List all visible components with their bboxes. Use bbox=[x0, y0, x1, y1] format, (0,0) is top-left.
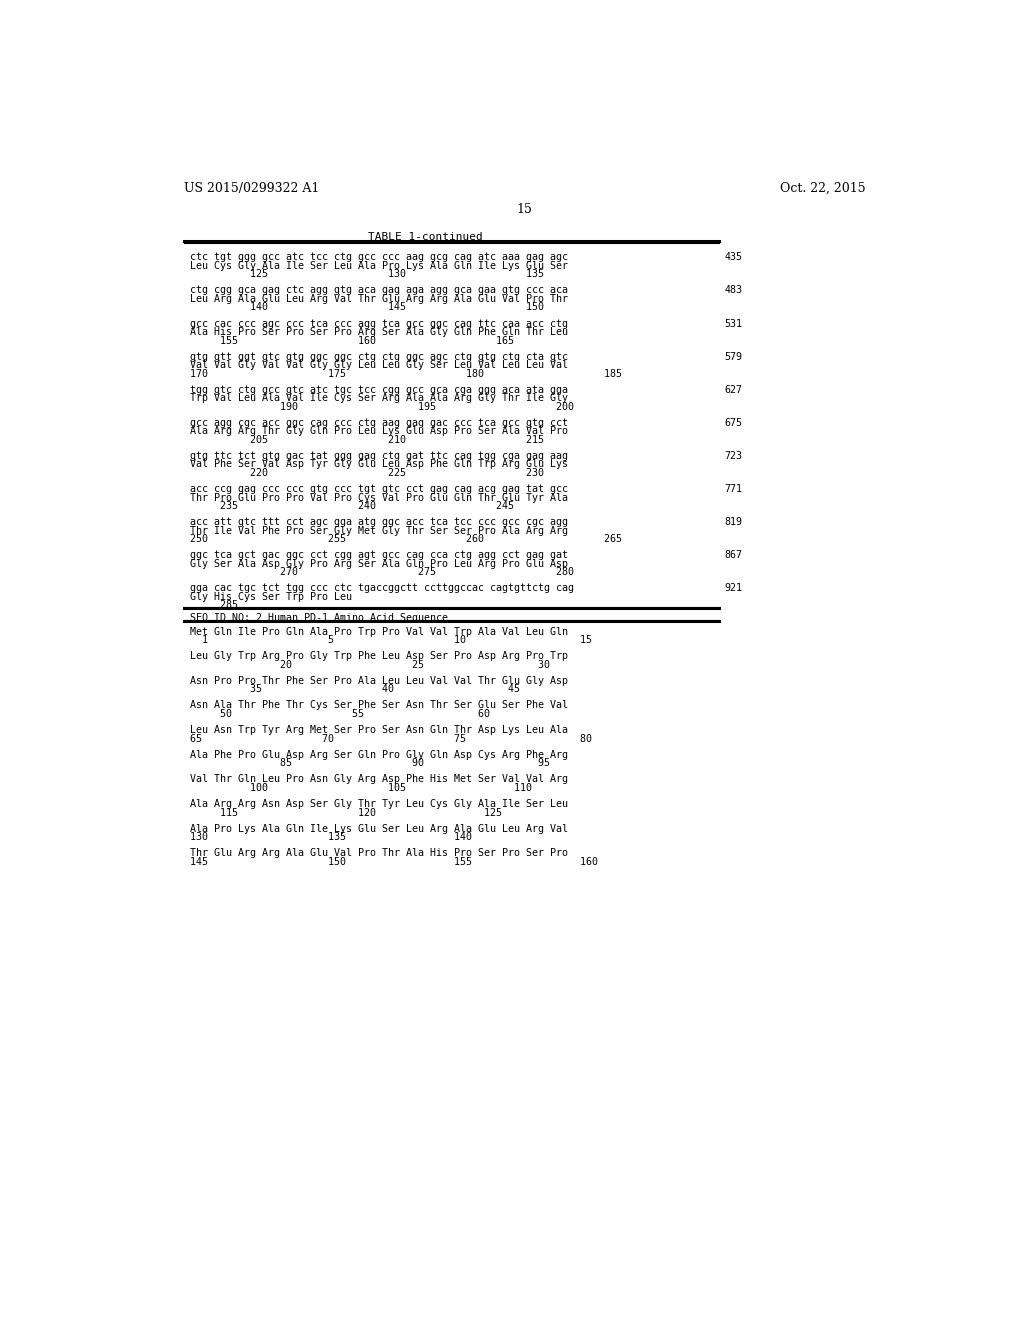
Text: Ala Arg Arg Asn Asp Ser Gly Thr Tyr Leu Cys Gly Ala Ile Ser Leu: Ala Arg Arg Asn Asp Ser Gly Thr Tyr Leu … bbox=[190, 799, 568, 809]
Text: 723: 723 bbox=[725, 451, 742, 461]
Text: gcc cac ccc agc ccc tca ccc agg tca gcc ggc cag ttc caa acc ctg: gcc cac ccc agc ccc tca ccc agg tca gcc … bbox=[190, 318, 568, 329]
Text: 1                    5                    10                   15: 1 5 10 15 bbox=[190, 635, 592, 645]
Text: Ala His Pro Ser Pro Ser Pro Arg Ser Ala Gly Gln Phe Gln Thr Leu: Ala His Pro Ser Pro Ser Pro Arg Ser Ala … bbox=[190, 327, 568, 337]
Text: 235                    240                    245: 235 240 245 bbox=[190, 502, 514, 511]
Text: 285: 285 bbox=[190, 601, 238, 610]
Text: gtg ttc tct gtg gac tat ggg gag ctg gat ttc cag tgg cga gag aag: gtg ttc tct gtg gac tat ggg gag ctg gat … bbox=[190, 451, 568, 461]
Text: Trp Val Leu Ala Val Ile Cys Ser Arg Ala Ala Arg Gly Thr Ile Gly: Trp Val Leu Ala Val Ile Cys Ser Arg Ala … bbox=[190, 393, 568, 403]
Text: tgg gtc ctg gcc gtc atc tgc tcc cgg gcc gca cga ggg aca ata gga: tgg gtc ctg gcc gtc atc tgc tcc cgg gcc … bbox=[190, 385, 568, 395]
Text: Leu Arg Ala Glu Leu Arg Val Thr Glu Arg Arg Ala Glu Val Pro Thr: Leu Arg Ala Glu Leu Arg Val Thr Glu Arg … bbox=[190, 294, 568, 304]
Text: Ala Phe Pro Glu Asp Arg Ser Gln Pro Gly Gln Asp Cys Arg Phe Arg: Ala Phe Pro Glu Asp Arg Ser Gln Pro Gly … bbox=[190, 750, 568, 760]
Text: Val Phe Ser Val Asp Tyr Gly Glu Leu Asp Phe Gln Trp Arg Glu Lys: Val Phe Ser Val Asp Tyr Gly Glu Leu Asp … bbox=[190, 459, 568, 470]
Text: 155                    160                    165: 155 160 165 bbox=[190, 335, 514, 346]
Text: Asn Ala Thr Phe Thr Cys Ser Phe Ser Asn Thr Ser Glu Ser Phe Val: Asn Ala Thr Phe Thr Cys Ser Phe Ser Asn … bbox=[190, 701, 568, 710]
Text: Val Thr Gln Leu Pro Asn Gly Arg Asp Phe His Met Ser Val Val Arg: Val Thr Gln Leu Pro Asn Gly Arg Asp Phe … bbox=[190, 775, 568, 784]
Text: 627: 627 bbox=[725, 385, 742, 395]
Text: ggc tca gct gac ggc cct cgg agt gcc cag cca ctg agg cct gag gat: ggc tca gct gac ggc cct cgg agt gcc cag … bbox=[190, 550, 568, 560]
Text: Gly His Cys Ser Trp Pro Leu: Gly His Cys Ser Trp Pro Leu bbox=[190, 591, 352, 602]
Text: Val Val Gly Val Val Gly Gly Leu Leu Gly Ser Leu Val Leu Leu Val: Val Val Gly Val Val Gly Gly Leu Leu Gly … bbox=[190, 360, 568, 370]
Text: 220                    225                    230: 220 225 230 bbox=[190, 469, 544, 478]
Text: 190                    195                    200: 190 195 200 bbox=[190, 401, 574, 412]
Text: 675: 675 bbox=[725, 418, 742, 428]
Text: 15: 15 bbox=[517, 203, 532, 216]
Text: 819: 819 bbox=[725, 517, 742, 527]
Text: Thr Ile Val Phe Pro Ser Gly Met Gly Thr Ser Ser Pro Ala Arg Arg: Thr Ile Val Phe Pro Ser Gly Met Gly Thr … bbox=[190, 525, 568, 536]
Text: US 2015/0299322 A1: US 2015/0299322 A1 bbox=[183, 182, 319, 194]
Text: 921: 921 bbox=[725, 583, 742, 594]
Text: 140                    145                    150: 140 145 150 bbox=[190, 302, 544, 313]
Text: Leu Gly Trp Arg Pro Gly Trp Phe Leu Asp Ser Pro Asp Arg Pro Trp: Leu Gly Trp Arg Pro Gly Trp Phe Leu Asp … bbox=[190, 651, 568, 661]
Text: 85                    90                   95: 85 90 95 bbox=[190, 758, 550, 768]
Text: 867: 867 bbox=[725, 550, 742, 560]
Text: Met Gln Ile Pro Gln Ala Pro Trp Pro Val Val Trp Ala Val Leu Gln: Met Gln Ile Pro Gln Ala Pro Trp Pro Val … bbox=[190, 627, 568, 636]
Text: 145                    150                  155                  160: 145 150 155 160 bbox=[190, 857, 598, 867]
Text: 270                    275                    280: 270 275 280 bbox=[190, 568, 574, 577]
Text: SEQ ID NO: 2 Human PD-1 Amino Acid Sequence: SEQ ID NO: 2 Human PD-1 Amino Acid Seque… bbox=[190, 614, 449, 623]
Text: TABLE 1-continued: TABLE 1-continued bbox=[369, 231, 483, 242]
Text: 531: 531 bbox=[725, 318, 742, 329]
Text: 435: 435 bbox=[725, 252, 742, 263]
Text: 125                    130                    135: 125 130 135 bbox=[190, 269, 544, 280]
Text: Oct. 22, 2015: Oct. 22, 2015 bbox=[780, 182, 866, 194]
Text: Ala Arg Arg Thr Gly Gln Pro Leu Lys Glu Asp Pro Ser Ala Val Pro: Ala Arg Arg Thr Gly Gln Pro Leu Lys Glu … bbox=[190, 426, 568, 437]
Text: 100                    105                  110: 100 105 110 bbox=[190, 783, 532, 793]
Text: 50                    55                   60: 50 55 60 bbox=[190, 709, 490, 719]
Text: 20                    25                   30: 20 25 30 bbox=[190, 660, 550, 669]
Text: Ala Pro Lys Ala Gln Ile Lys Glu Ser Leu Arg Ala Glu Leu Arg Val: Ala Pro Lys Ala Gln Ile Lys Glu Ser Leu … bbox=[190, 824, 568, 834]
Text: 771: 771 bbox=[725, 484, 742, 494]
Text: Thr Pro Glu Pro Pro Val Pro Cys Val Pro Glu Gln Thr Glu Tyr Ala: Thr Pro Glu Pro Pro Val Pro Cys Val Pro … bbox=[190, 492, 568, 503]
Text: 205                    210                    215: 205 210 215 bbox=[190, 434, 544, 445]
Text: 483: 483 bbox=[725, 285, 742, 296]
Text: gtg gtt ggt gtc gtg ggc ggc ctg ctg ggc agc ctg gtg ctg cta gtc: gtg gtt ggt gtc gtg ggc ggc ctg ctg ggc … bbox=[190, 351, 568, 362]
Text: 130                    135                  140: 130 135 140 bbox=[190, 832, 472, 842]
Text: gcc agg cgc acc ggc cag ccc ctg aag gag gac ccc tca gcc gtg cct: gcc agg cgc acc ggc cag ccc ctg aag gag … bbox=[190, 418, 568, 428]
Text: Thr Glu Arg Arg Ala Glu Val Pro Thr Ala His Pro Ser Pro Ser Pro: Thr Glu Arg Arg Ala Glu Val Pro Thr Ala … bbox=[190, 849, 568, 858]
Text: 115                    120                  125: 115 120 125 bbox=[190, 808, 502, 817]
Text: ctc tgt ggg gcc atc tcc ctg gcc ccc aag gcg cag atc aaa gag agc: ctc tgt ggg gcc atc tcc ctg gcc ccc aag … bbox=[190, 252, 568, 263]
Text: Leu Cys Gly Ala Ile Ser Leu Ala Pro Lys Ala Gln Ile Lys Glu Ser: Leu Cys Gly Ala Ile Ser Leu Ala Pro Lys … bbox=[190, 261, 568, 271]
Text: 65                    70                    75                   80: 65 70 75 80 bbox=[190, 734, 592, 743]
Text: acc att gtc ttt cct agc gga atg ggc acc tca tcc ccc gcc cgc agg: acc att gtc ttt cct agc gga atg ggc acc … bbox=[190, 517, 568, 527]
Text: Leu Asn Trp Tyr Arg Met Ser Pro Ser Asn Gln Thr Asp Lys Leu Ala: Leu Asn Trp Tyr Arg Met Ser Pro Ser Asn … bbox=[190, 725, 568, 735]
Text: ctg cgg gca gag ctc agg gtg aca gag aga agg gca gaa gtg ccc aca: ctg cgg gca gag ctc agg gtg aca gag aga … bbox=[190, 285, 568, 296]
Text: 170                    175                    180                    185: 170 175 180 185 bbox=[190, 368, 622, 379]
Text: gga cac tgc tct tgg ccc ctc tgaccggctt ccttggccac cagtgttctg cag: gga cac tgc tct tgg ccc ctc tgaccggctt c… bbox=[190, 583, 574, 594]
Text: Gly Ser Ala Asp Gly Pro Arg Ser Ala Gln Pro Leu Arg Pro Glu Asp: Gly Ser Ala Asp Gly Pro Arg Ser Ala Gln … bbox=[190, 558, 568, 569]
Text: 250                    255                    260                    265: 250 255 260 265 bbox=[190, 535, 622, 544]
Text: Asn Pro Pro Thr Phe Ser Pro Ala Leu Leu Val Val Thr Glu Gly Asp: Asn Pro Pro Thr Phe Ser Pro Ala Leu Leu … bbox=[190, 676, 568, 686]
Text: acc ccg gag ccc ccc gtg ccc tgt gtc cct gag cag acg gag tat gcc: acc ccg gag ccc ccc gtg ccc tgt gtc cct … bbox=[190, 484, 568, 494]
Text: 35                    40                   45: 35 40 45 bbox=[190, 684, 520, 694]
Text: 579: 579 bbox=[725, 351, 742, 362]
